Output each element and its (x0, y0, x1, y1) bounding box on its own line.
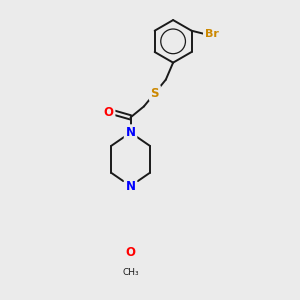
Text: CH₃: CH₃ (122, 268, 139, 277)
Text: N: N (125, 126, 136, 139)
Text: S: S (151, 86, 159, 100)
Text: Br: Br (205, 29, 218, 39)
Text: O: O (125, 247, 136, 260)
Text: N: N (125, 180, 136, 193)
Text: O: O (103, 106, 114, 119)
